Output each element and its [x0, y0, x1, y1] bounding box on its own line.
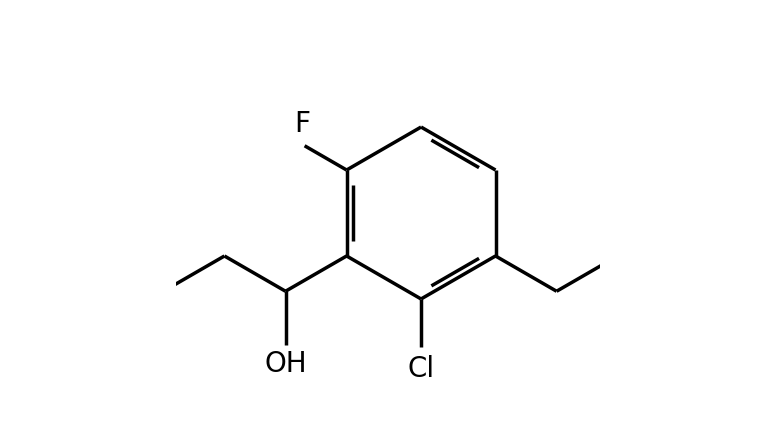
- Text: F: F: [294, 110, 310, 138]
- Text: OH: OH: [264, 350, 307, 378]
- Text: Cl: Cl: [407, 355, 435, 383]
